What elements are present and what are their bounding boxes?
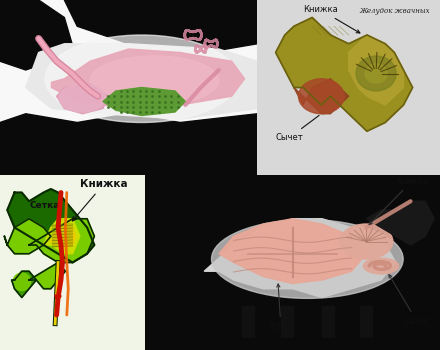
Polygon shape [219, 219, 367, 284]
Ellipse shape [45, 35, 238, 122]
Text: Сычуг: Сычуг [389, 275, 429, 326]
Text: Сетка: Сетка [29, 201, 59, 210]
Ellipse shape [298, 79, 344, 114]
Text: Книжка: Книжка [303, 5, 360, 33]
Ellipse shape [212, 220, 403, 298]
Bar [242, 306, 254, 345]
Text: Рубец: Рубец [269, 284, 293, 331]
Ellipse shape [340, 224, 393, 259]
Polygon shape [29, 262, 66, 289]
Polygon shape [29, 219, 95, 262]
Ellipse shape [59, 84, 106, 112]
Bar [279, 338, 294, 345]
Polygon shape [64, 0, 257, 52]
Polygon shape [57, 84, 108, 114]
Ellipse shape [13, 273, 30, 290]
Polygon shape [44, 219, 80, 254]
Polygon shape [4, 219, 51, 254]
Polygon shape [0, 0, 72, 70]
Bar [241, 338, 256, 345]
Polygon shape [349, 35, 403, 105]
Ellipse shape [356, 56, 396, 91]
Polygon shape [51, 49, 245, 108]
Polygon shape [26, 44, 257, 119]
Polygon shape [0, 114, 257, 175]
Ellipse shape [90, 56, 219, 105]
Polygon shape [160, 193, 425, 315]
Polygon shape [11, 271, 37, 298]
Ellipse shape [365, 64, 387, 83]
Polygon shape [51, 224, 76, 248]
Polygon shape [367, 201, 434, 245]
Polygon shape [294, 79, 349, 114]
Polygon shape [7, 189, 95, 262]
Polygon shape [275, 18, 413, 131]
Bar [321, 338, 335, 345]
Bar [359, 338, 374, 345]
Bar [322, 306, 334, 345]
Bar [360, 306, 372, 345]
Polygon shape [204, 219, 396, 298]
Bar [281, 306, 293, 345]
Ellipse shape [363, 258, 399, 274]
Text: Сычет: Сычет [275, 116, 319, 142]
Polygon shape [103, 88, 185, 116]
Text: Книжка: Книжка [369, 177, 428, 225]
Text: Желудок жвачных: Желудок жвачных [359, 7, 430, 15]
Text: Книжка: Книжка [72, 179, 128, 221]
